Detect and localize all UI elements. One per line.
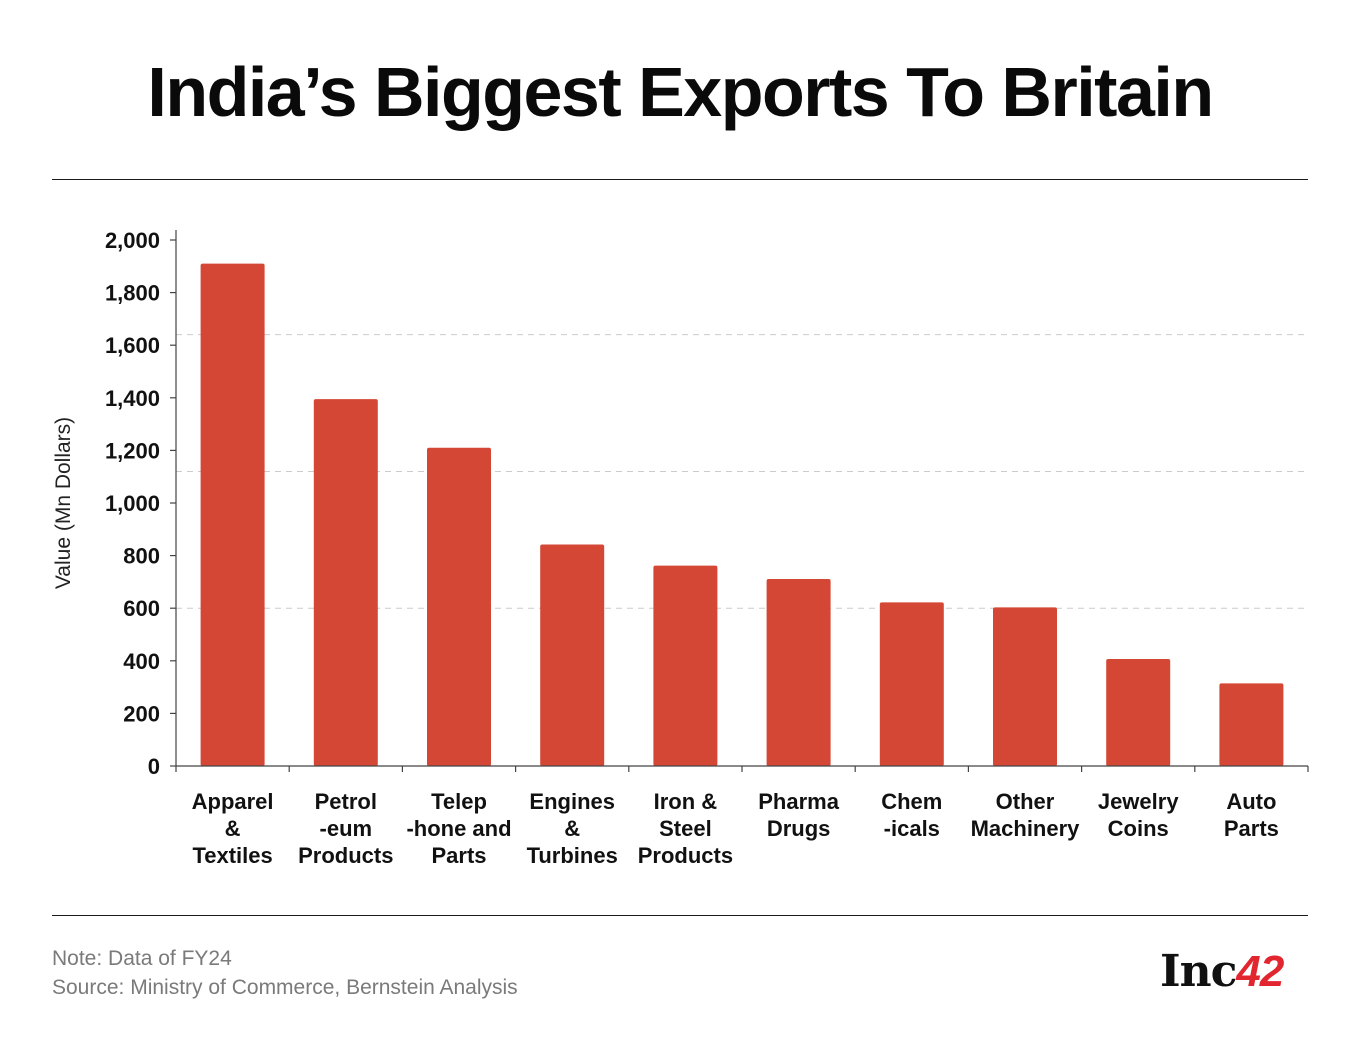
x-category-label: Pharma Drugs (758, 789, 839, 841)
y-tick-label: 1,600 (105, 333, 160, 358)
x-category-label: Apparel & Textiles (192, 789, 274, 868)
y-tick-label: 200 (123, 701, 160, 726)
footnote-note: Note: Data of FY24 (52, 947, 232, 970)
footnote-source: Source: Ministry of Commerce, Bernstein … (52, 976, 518, 999)
bar (540, 544, 605, 766)
bar (993, 607, 1057, 766)
y-ticks: 0 200 400 600 800 1,000 1,200 1,400 1,600 1,800 2,… (105, 228, 176, 779)
x-category-label: Jewelry Coins (1098, 789, 1179, 841)
x-category-label: Telep -hone and Parts (406, 789, 511, 868)
logo-text: Inc (1160, 946, 1237, 997)
x-category-label: Chem -icals (881, 789, 942, 841)
y-tick-label: 0 (148, 754, 160, 779)
y-tick-label: 800 (123, 544, 160, 569)
x-category-label: Other Machinery (971, 789, 1081, 841)
bar (313, 399, 378, 766)
logo-accent: 42 (1236, 947, 1284, 996)
y-tick-label: 1,400 (105, 386, 160, 411)
bar (1106, 658, 1171, 766)
y-tick-label: 600 (123, 596, 160, 621)
bottom-divider (52, 915, 1308, 916)
y-tick-label: 400 (123, 649, 160, 674)
axes (175, 230, 1309, 772)
top-divider (52, 179, 1308, 180)
x-category-label: Auto Parts (1224, 789, 1279, 841)
y-axis-label: Value (Mn Dollars) (52, 417, 75, 589)
bar (879, 602, 944, 766)
y-tick-label: 1,200 (105, 438, 160, 463)
bar (427, 447, 491, 766)
x-category-label: Engines & Turbines (527, 789, 618, 868)
bar (200, 263, 265, 766)
y-tick-label: 1,800 (105, 281, 160, 306)
y-tick-label: 2,000 (105, 228, 160, 253)
x-category-label: Iron & Steel Products (638, 789, 733, 868)
bar (766, 579, 831, 766)
bar (1219, 683, 1284, 766)
bar-chart: 0 200 400 600 800 1,000 1,200 1,400 1,600 1,800 2,… (52, 228, 1309, 868)
inc42-logo: Inc42 (1160, 947, 1284, 996)
bar (653, 565, 718, 766)
y-tick-label: 1,000 (105, 491, 160, 516)
bars (200, 263, 1284, 766)
chart-title: India’s Biggest Exports To Britain (147, 53, 1214, 131)
x-category-label: Petrol -eum Products (298, 789, 393, 868)
